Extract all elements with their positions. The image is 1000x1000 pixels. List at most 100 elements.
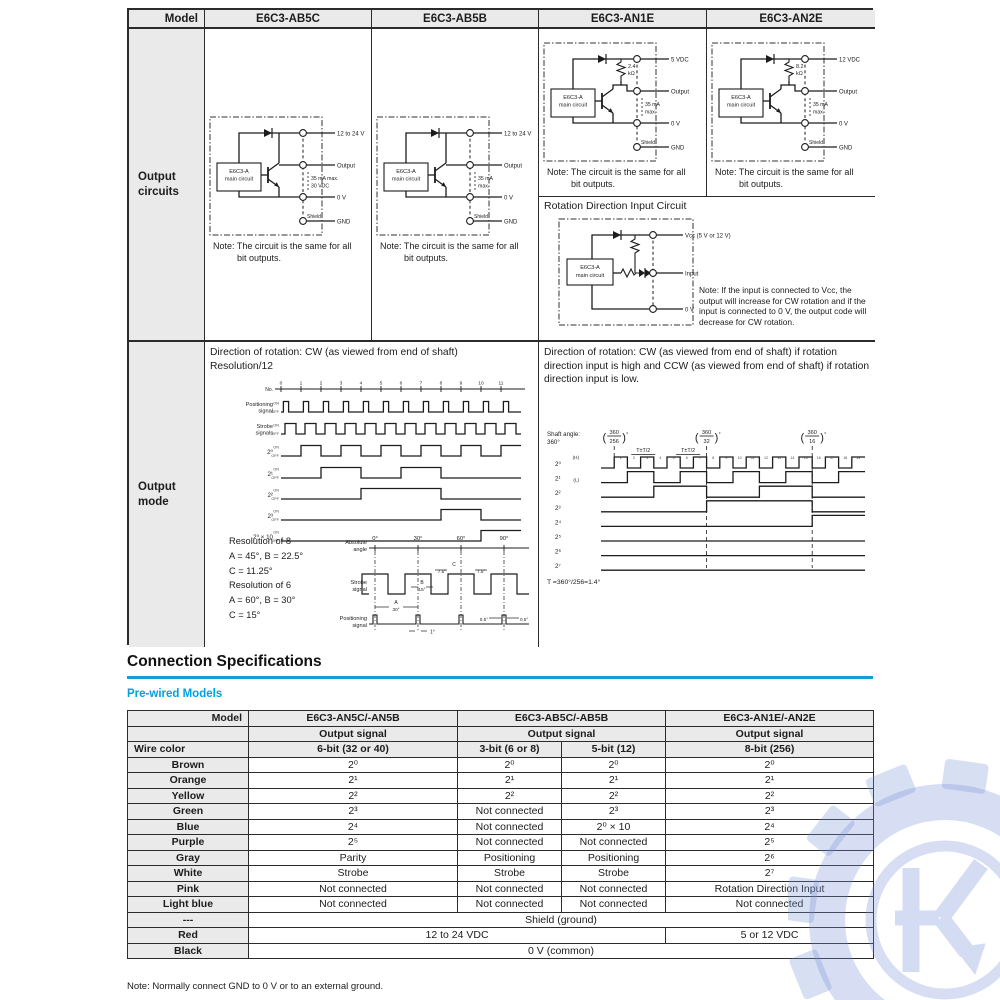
svg-text:360: 360 bbox=[702, 430, 711, 436]
svg-text:1°: 1° bbox=[430, 630, 435, 636]
svg-text:T =360°/256=1.4°: T =360°/256=1.4° bbox=[547, 578, 601, 586]
signal-cell: Not connected bbox=[248, 880, 458, 897]
signal-cell: 2³ bbox=[665, 803, 875, 820]
wire-color-cell: Pink bbox=[127, 880, 249, 897]
svg-text:5: 5 bbox=[673, 456, 675, 460]
svg-text:signal: signal bbox=[352, 587, 367, 593]
signal-cell: 2² bbox=[560, 787, 667, 804]
subsection-heading: Pre-wired Models bbox=[127, 688, 223, 700]
svg-text:main circuit: main circuit bbox=[576, 273, 605, 279]
rotation-circuit-cell: Rotation Direction Input Circuit E6C3-A m… bbox=[539, 197, 875, 342]
signal-cell: Strobe bbox=[560, 865, 667, 882]
svg-text:ON: ON bbox=[273, 510, 279, 514]
bits-header: 3-bit (6 or 8) bbox=[457, 741, 562, 758]
svg-text:Input: Input bbox=[685, 272, 699, 278]
signal-cell: 2¹ bbox=[248, 772, 458, 789]
svg-text:35 mA: 35 mA bbox=[645, 102, 661, 108]
svg-text:signal: signal bbox=[352, 623, 367, 629]
signal-cell: Strobe bbox=[248, 865, 458, 882]
svg-text:6: 6 bbox=[400, 381, 403, 387]
svg-text:(H): (H) bbox=[573, 455, 580, 460]
model-col-an5: E6C3-AN5C/-AN5B bbox=[248, 710, 458, 727]
table-row: Red 12 to 24 VDC 5 or 12 VDC bbox=[127, 927, 875, 944]
signal-cell: Positioning bbox=[457, 849, 562, 866]
output-signal-header: Output signal bbox=[665, 725, 875, 742]
wire-color-cell: Brown bbox=[127, 756, 249, 773]
svg-text:10: 10 bbox=[738, 456, 742, 460]
svg-text:2: 2 bbox=[633, 456, 635, 460]
output-signal-header: Output signal bbox=[248, 725, 458, 742]
svg-text:°: ° bbox=[824, 432, 826, 438]
table-header-row: Output signal Output signal Output signa… bbox=[127, 725, 875, 742]
table-row: Blue 2⁴ Not connected 2⁰ × 10 2⁴ bbox=[127, 818, 875, 835]
connection-table: Model E6C3-AN5C/-AN5B E6C3-AB5C/-AB5B E6… bbox=[127, 710, 875, 959]
svg-text:B: B bbox=[420, 580, 424, 586]
table-row: Brown 2⁰ 2⁰ 2⁰ 2⁰ bbox=[127, 756, 875, 773]
output-mode-left-title: Direction of rotation: CW (as viewed fro… bbox=[210, 347, 458, 372]
timing-diagram-8bit: Shaft angle: 360° 360 256() ° 360 32() ° 360 16()… bbox=[543, 396, 873, 593]
svg-text:Shield: Shield bbox=[809, 140, 823, 146]
table-row: Black 0 V (common) bbox=[127, 942, 875, 959]
bits-header: 5-bit (12) bbox=[560, 741, 667, 758]
strobe-angle-detail-diagram: Absolute angle 0° 30° 60° 90° Strobe signal C 7.5… bbox=[323, 528, 533, 639]
table-header-row: Model E6C3-AN5C/-AN5B E6C3-AB5C/-AB5B E6… bbox=[127, 710, 875, 727]
svg-text:7.5°: 7.5° bbox=[477, 569, 485, 574]
svg-text:2⁰ × 10: 2⁰ × 10 bbox=[253, 534, 273, 541]
circuit-diagram-an1e: 2.4 kΩ E6C3-A main circuit 35 mA max. 5 VDC Out… bbox=[541, 35, 709, 168]
circuit-note-an1e: Note: The circuit is the same for all bit… bbox=[547, 167, 686, 189]
svg-text:4: 4 bbox=[360, 381, 363, 387]
svg-text:C: C bbox=[452, 562, 456, 568]
model-label-cell: Model bbox=[127, 710, 249, 727]
table-row: Purple 2⁵ Not connected Not connected 2⁵ bbox=[127, 834, 875, 851]
svg-text:Shield: Shield bbox=[474, 214, 488, 220]
svg-text:7: 7 bbox=[699, 456, 701, 460]
svg-text:GND: GND bbox=[504, 220, 518, 226]
svg-text:9: 9 bbox=[725, 456, 727, 460]
output-mode-right-title: Direction of rotation: CW (as viewed fro… bbox=[544, 347, 870, 385]
svg-text:0°: 0° bbox=[372, 536, 378, 542]
svg-text:Absolute: Absolute bbox=[345, 540, 367, 546]
signal-cell: Not connected bbox=[457, 818, 562, 835]
model-header-an1e: E6C3-AN1E bbox=[539, 10, 707, 29]
svg-text:Positioning: Positioning bbox=[340, 616, 367, 622]
svg-text:): ) bbox=[622, 432, 626, 444]
svg-text:°: ° bbox=[719, 432, 721, 438]
svg-text:17: 17 bbox=[830, 456, 834, 460]
signal-cell: 2² bbox=[665, 787, 875, 804]
signal-cell: 2⁰ bbox=[560, 756, 667, 773]
signal-cell: Not connected bbox=[248, 896, 458, 913]
svg-text:OFF: OFF bbox=[271, 539, 279, 543]
output-mode-left-cell: Direction of rotation: CW (as viewed fro… bbox=[205, 342, 539, 647]
resolution-text: Resolution of 8 A = 45°, B = 22.5° C = 1… bbox=[229, 536, 304, 620]
svg-text:°: ° bbox=[626, 432, 628, 438]
svg-text:ON: ON bbox=[273, 489, 279, 493]
rotation-circuit-note: Note: If the input is connected to Vcc, … bbox=[699, 285, 867, 327]
signal-cell: 2⁰ bbox=[457, 756, 562, 773]
model-col-an: E6C3-AN1E/-AN2E bbox=[665, 710, 875, 727]
signal-cell: 2¹ bbox=[560, 772, 667, 789]
svg-text:0 V: 0 V bbox=[504, 196, 513, 202]
svg-text:19: 19 bbox=[856, 456, 860, 460]
svg-text:8: 8 bbox=[712, 456, 714, 460]
svg-text:ON: ON bbox=[273, 402, 279, 406]
svg-text:main circuit: main circuit bbox=[392, 177, 421, 183]
svg-text:16: 16 bbox=[817, 456, 821, 460]
svg-text:14: 14 bbox=[790, 456, 794, 460]
svg-text:2³: 2³ bbox=[267, 513, 273, 520]
signal-cell: Positioning bbox=[560, 849, 667, 866]
signal-cell: 2² bbox=[248, 787, 458, 804]
svg-text:5 VDC: 5 VDC bbox=[671, 58, 689, 64]
svg-text:): ) bbox=[715, 432, 719, 444]
svg-text:15°: 15° bbox=[419, 587, 426, 592]
signal-cell: Not connected bbox=[665, 896, 875, 913]
svg-text:E6C3-A: E6C3-A bbox=[229, 169, 249, 175]
svg-text:8: 8 bbox=[440, 381, 443, 387]
svg-text:15: 15 bbox=[804, 456, 808, 460]
svg-text:max.: max. bbox=[645, 110, 656, 116]
signal-cell: 2⁵ bbox=[665, 834, 875, 851]
svg-text:8.2: 8.2 bbox=[796, 64, 804, 70]
svg-text:2¹: 2¹ bbox=[267, 471, 273, 478]
svg-text:3: 3 bbox=[646, 456, 648, 460]
svg-text:2³: 2³ bbox=[555, 505, 561, 512]
svg-text:(: ( bbox=[801, 432, 805, 444]
